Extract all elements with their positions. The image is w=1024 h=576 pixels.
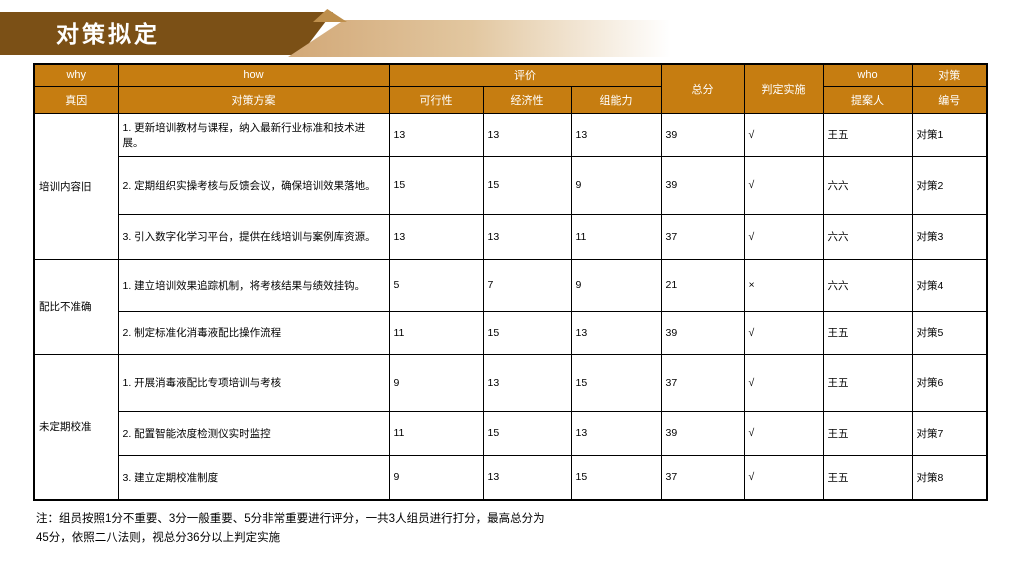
plan-cell: 1. 开展消毒液配比专项培训与考核 <box>117 353 390 412</box>
table-row: 2. 定期组织实操考核与反馈会议，确保培训效果落地。 15 15 9 39 √ … <box>34 155 988 215</box>
header-economy: 经济性 <box>482 85 572 114</box>
plan-cell: 3. 建立定期校准制度 <box>117 454 390 501</box>
score-feasibility: 11 <box>388 310 484 355</box>
score-economy: 15 <box>482 410 572 456</box>
table-row: 配比不准确 1. 建立培训效果追踪机制，将考核结果与绩效挂钩。 5 7 9 21… <box>33 258 988 355</box>
header-judge: 判定实施 <box>743 63 824 114</box>
score-capability: 15 <box>570 454 662 501</box>
score-feasibility: 5 <box>388 258 484 312</box>
scoring-note-line2: 45分，依照二八法则，视总分36分以上判定实施 <box>36 532 281 544</box>
score-total: 39 <box>660 310 745 355</box>
score-total: 21 <box>660 258 745 312</box>
judge-mark: √ <box>743 112 824 157</box>
score-capability: 9 <box>570 155 662 215</box>
score-total: 39 <box>660 112 745 157</box>
plan-cell: 1. 更新培训教材与课程，纳入最新行业标准和技术进展。 <box>117 112 390 157</box>
title-banner <box>0 12 333 55</box>
judge-mark: √ <box>743 155 824 215</box>
score-capability: 13 <box>570 310 662 355</box>
measure-number-cell: 对策2 <box>911 155 988 215</box>
judge-mark: √ <box>743 310 824 355</box>
score-economy: 13 <box>482 112 572 157</box>
plan-cell: 2. 配置智能浓度检测仪实时监控 <box>117 410 390 456</box>
header-measure: 对策 <box>911 63 988 87</box>
table-row: 未定期校准 1. 开展消毒液配比专项培训与考核 9 13 15 37 √ 王五 … <box>33 353 988 501</box>
cause-cell: 配比不准确 <box>33 258 119 355</box>
score-economy: 13 <box>482 213 572 260</box>
header-feasibility: 可行性 <box>388 85 484 114</box>
score-capability: 11 <box>570 213 662 260</box>
score-economy: 15 <box>482 155 572 215</box>
score-economy: 7 <box>482 258 572 312</box>
score-total: 39 <box>660 410 745 456</box>
header-who: who <box>822 63 913 87</box>
proposer-cell: 王五 <box>822 353 913 412</box>
header-cause: 真因 <box>33 85 119 114</box>
countermeasure-table: why how 评价 总分 判定实施 who 对策 真因 对策方案 可行性 经济… <box>33 63 988 501</box>
proposer-cell: 王五 <box>822 410 913 456</box>
header-total: 总分 <box>660 63 745 114</box>
plan-cell: 1. 建立培训效果追踪机制，将考核结果与绩效挂钩。 <box>117 258 390 312</box>
proposer-cell: 王五 <box>822 310 913 355</box>
score-feasibility: 9 <box>388 454 484 501</box>
score-feasibility: 13 <box>388 213 484 260</box>
header-evaluation: 评价 <box>388 63 662 87</box>
proposer-cell: 六六 <box>822 258 913 312</box>
score-total: 37 <box>660 213 745 260</box>
scoring-note: 注：组员按照1分不重要、3分一般重要、5分非常重要进行评分，一共3人组员进行打分… <box>36 510 656 548</box>
measure-number-cell: 对策4 <box>911 258 988 312</box>
header-row-2: 真因 对策方案 可行性 经济性 组能力 提案人 编号 <box>33 85 988 114</box>
table-row: 3. 引入数字化学习平台，提供在线培训与案例库资源。 13 13 11 37 √… <box>34 213 988 260</box>
measure-number-cell: 对策5 <box>911 310 988 355</box>
header-number: 编号 <box>911 85 988 114</box>
page-title: 对策拟定 <box>56 21 160 47</box>
header-proposer: 提案人 <box>822 85 913 114</box>
measure-number-cell: 对策6 <box>911 353 988 412</box>
score-total: 37 <box>660 454 745 501</box>
judge-mark: √ <box>743 213 824 260</box>
proposer-cell: 六六 <box>822 155 913 215</box>
measure-number-cell: 对策1 <box>911 112 988 157</box>
header-row-1: why how 评价 总分 判定实施 who 对策 <box>33 63 988 114</box>
score-economy: 15 <box>482 310 572 355</box>
proposer-cell: 王五 <box>822 454 913 501</box>
cause-cell: 未定期校准 <box>33 353 119 501</box>
score-feasibility: 11 <box>388 410 484 456</box>
score-total: 37 <box>660 353 745 412</box>
measure-number-cell: 对策3 <box>911 213 988 260</box>
table-row: 培训内容旧 1. 更新培训教材与课程，纳入最新行业标准和技术进展。 13 13 … <box>33 112 988 260</box>
header-how: how <box>117 63 390 87</box>
banner-ribbon-decoration <box>288 20 1024 57</box>
score-economy: 13 <box>482 454 572 501</box>
score-feasibility: 13 <box>388 112 484 157</box>
proposer-cell: 六六 <box>822 213 913 260</box>
measure-number-cell: 对策8 <box>911 454 988 501</box>
score-capability: 15 <box>570 353 662 412</box>
plan-cell: 3. 引入数字化学习平台，提供在线培训与案例库资源。 <box>117 213 390 260</box>
score-capability: 13 <box>570 112 662 157</box>
score-capability: 9 <box>570 258 662 312</box>
header-why: why <box>33 63 119 87</box>
plan-cell: 2. 制定标准化消毒液配比操作流程 <box>117 310 390 355</box>
table-row: 2. 制定标准化消毒液配比操作流程 11 15 13 39 √ 王五 对策5 <box>34 310 988 355</box>
judge-mark: √ <box>743 410 824 456</box>
header-capability: 组能力 <box>570 85 662 114</box>
table-row: 3. 建立定期校准制度 9 13 15 37 √ 王五 对策8 <box>34 454 988 501</box>
score-total: 39 <box>660 155 745 215</box>
scoring-note-line1: 注：组员按照1分不重要、3分一般重要、5分非常重要进行评分，一共3人组员进行打分… <box>36 513 545 525</box>
judge-mark: √ <box>743 353 824 412</box>
score-economy: 13 <box>482 353 572 412</box>
table-row: 2. 配置智能浓度检测仪实时监控 11 15 13 39 √ 王五 对策7 <box>34 410 988 456</box>
measure-number-cell: 对策7 <box>911 410 988 456</box>
plan-cell: 2. 定期组织实操考核与反馈会议，确保培训效果落地。 <box>117 155 390 215</box>
score-feasibility: 9 <box>388 353 484 412</box>
score-feasibility: 15 <box>388 155 484 215</box>
header-plan: 对策方案 <box>117 85 390 114</box>
judge-mark: × <box>743 258 824 312</box>
score-capability: 13 <box>570 410 662 456</box>
cause-cell: 培训内容旧 <box>33 112 119 260</box>
judge-mark: √ <box>743 454 824 501</box>
proposer-cell: 王五 <box>822 112 913 157</box>
